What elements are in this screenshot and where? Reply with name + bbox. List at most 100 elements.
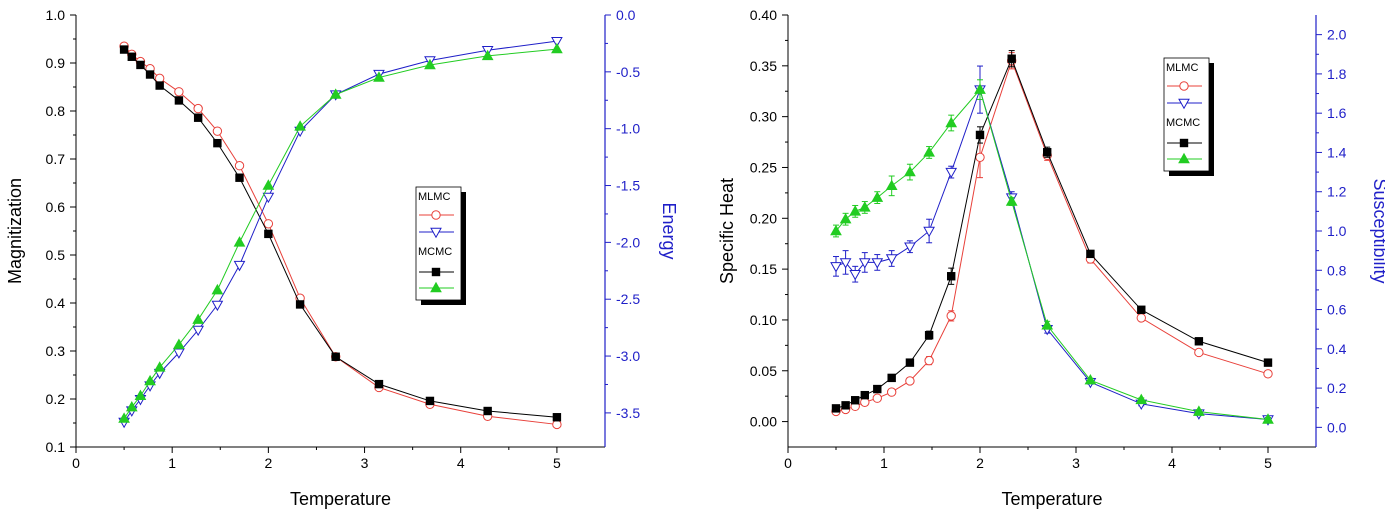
data-point: [830, 224, 842, 236]
data-point: [945, 167, 958, 179]
data-point: [839, 212, 852, 224]
legend-marker: [430, 281, 442, 293]
data-point: [1084, 374, 1097, 385]
data-point: [1043, 148, 1052, 157]
series-line: [123, 45, 557, 425]
data-point: [1263, 369, 1273, 379]
data-point: [904, 242, 916, 253]
y-left-tick-label: 0.20: [750, 210, 777, 226]
legend-marker: [1178, 152, 1190, 164]
data-point: [1086, 249, 1095, 259]
data-point: [374, 379, 384, 389]
data-point: [192, 313, 205, 324]
data-point: [839, 258, 852, 269]
data-point: [905, 358, 915, 367]
data-point: [193, 103, 203, 114]
x-tick-label: 3: [361, 455, 369, 471]
y-left-tick-label: 0.4: [46, 295, 66, 311]
data-point: [193, 113, 203, 122]
legend-marker: [1179, 138, 1189, 148]
x-tick-label: 2: [264, 455, 272, 471]
data-point: [134, 389, 147, 401]
x-tick-label: 1: [168, 455, 176, 471]
y-left-tick-label: 1.0: [46, 7, 66, 23]
y-left-tick-label: 0.2: [46, 391, 66, 407]
x-tick-label: 3: [1072, 455, 1080, 471]
legend-box: [415, 186, 462, 301]
data-point: [974, 83, 986, 94]
y-left-tick-label: 0.6: [46, 199, 66, 215]
y-right-tick-label: 1.6: [1327, 105, 1347, 121]
x-tick-label: 5: [1264, 455, 1272, 471]
data-point: [1041, 319, 1054, 330]
data-point: [1136, 313, 1146, 323]
x-tick-label: 4: [1168, 455, 1176, 471]
chart-specific-heat-susceptibility: 0 1 2 3 4 5 0.00 0.05 0.10 0.15 0.20 0.25 0.30 0.35 0.…: [717, 7, 1385, 509]
data-point: [118, 412, 130, 423]
data-point: [871, 258, 884, 269]
data-point: [947, 272, 956, 281]
legend-group-label: MLMC: [1166, 62, 1198, 74]
data-point: [975, 130, 985, 140]
legend-box: [1163, 57, 1210, 172]
y-right-tick-label: 0.8: [1327, 262, 1347, 278]
y-right-tick-label: -3.5: [616, 405, 640, 421]
legend-group-label: MLMC: [418, 191, 450, 203]
data-point: [849, 205, 862, 216]
data-point: [211, 283, 224, 295]
data-point: [262, 179, 275, 190]
data-point: [119, 45, 129, 54]
data-point: [153, 361, 166, 372]
data-point: [886, 387, 897, 397]
data-point: [136, 60, 145, 70]
y-left-tick-label: 0.9: [46, 55, 66, 71]
data-point: [831, 404, 841, 413]
data-point: [1193, 405, 1205, 416]
data-point: [481, 49, 494, 61]
data-point: [331, 352, 340, 361]
data-point: [975, 152, 985, 163]
x-tick-label: 4: [457, 455, 465, 471]
y-right-tick-label: -1.0: [616, 121, 640, 137]
x-tick-label: 5: [553, 455, 561, 471]
data-point: [234, 161, 245, 171]
x-axis-label: Temperature: [290, 489, 391, 509]
y-right-tick-label: -2.0: [616, 234, 640, 250]
series-line: [835, 57, 1269, 409]
data-point: [174, 87, 184, 97]
legend: MLMC MCMC: [1163, 57, 1214, 176]
data-point: [154, 73, 165, 84]
series-line: [123, 48, 557, 419]
data-point: [551, 42, 563, 54]
data-point: [946, 311, 956, 321]
y-left-tick-label: 0.05: [750, 363, 777, 379]
legend-marker: [1179, 81, 1189, 91]
data-point: [885, 254, 898, 265]
y-axis-right-label: Susceptibility: [1370, 178, 1385, 283]
y-left-tick-label: 0.00: [750, 414, 777, 430]
data-point: [145, 70, 155, 79]
data-point: [905, 376, 915, 386]
data-point: [424, 58, 436, 70]
data-point: [945, 116, 958, 128]
y-left-tick-label: 0.30: [750, 109, 777, 125]
y-right-tick-label: 0.4: [1327, 341, 1347, 357]
data-point: [144, 374, 156, 386]
data-point: [849, 270, 862, 281]
data-point: [212, 126, 223, 136]
data-point: [887, 373, 896, 383]
x-tick-label: 1: [880, 455, 888, 471]
series-mcmc-primary: [831, 50, 1273, 413]
chart-magnetization-energy: 0 1 2 3 4 5 0.1 0.2 0.3 0.4 0.5 0.6 0.7 0.8 0.9 1.0 -3.5…: [5, 7, 679, 509]
data-point: [1262, 413, 1274, 424]
data-point: [233, 260, 246, 272]
data-point: [211, 300, 224, 312]
series-line: [123, 49, 557, 418]
data-point: [262, 192, 275, 204]
x-tick-label: 0: [72, 455, 80, 471]
y-left-tick-label: 0.35: [750, 58, 777, 74]
y-right-tick-label: 1.8: [1327, 66, 1347, 82]
data-point: [295, 300, 305, 309]
y-right-tick-label: -0.5: [616, 64, 640, 80]
y-left-tick-label: 0.25: [750, 159, 777, 175]
